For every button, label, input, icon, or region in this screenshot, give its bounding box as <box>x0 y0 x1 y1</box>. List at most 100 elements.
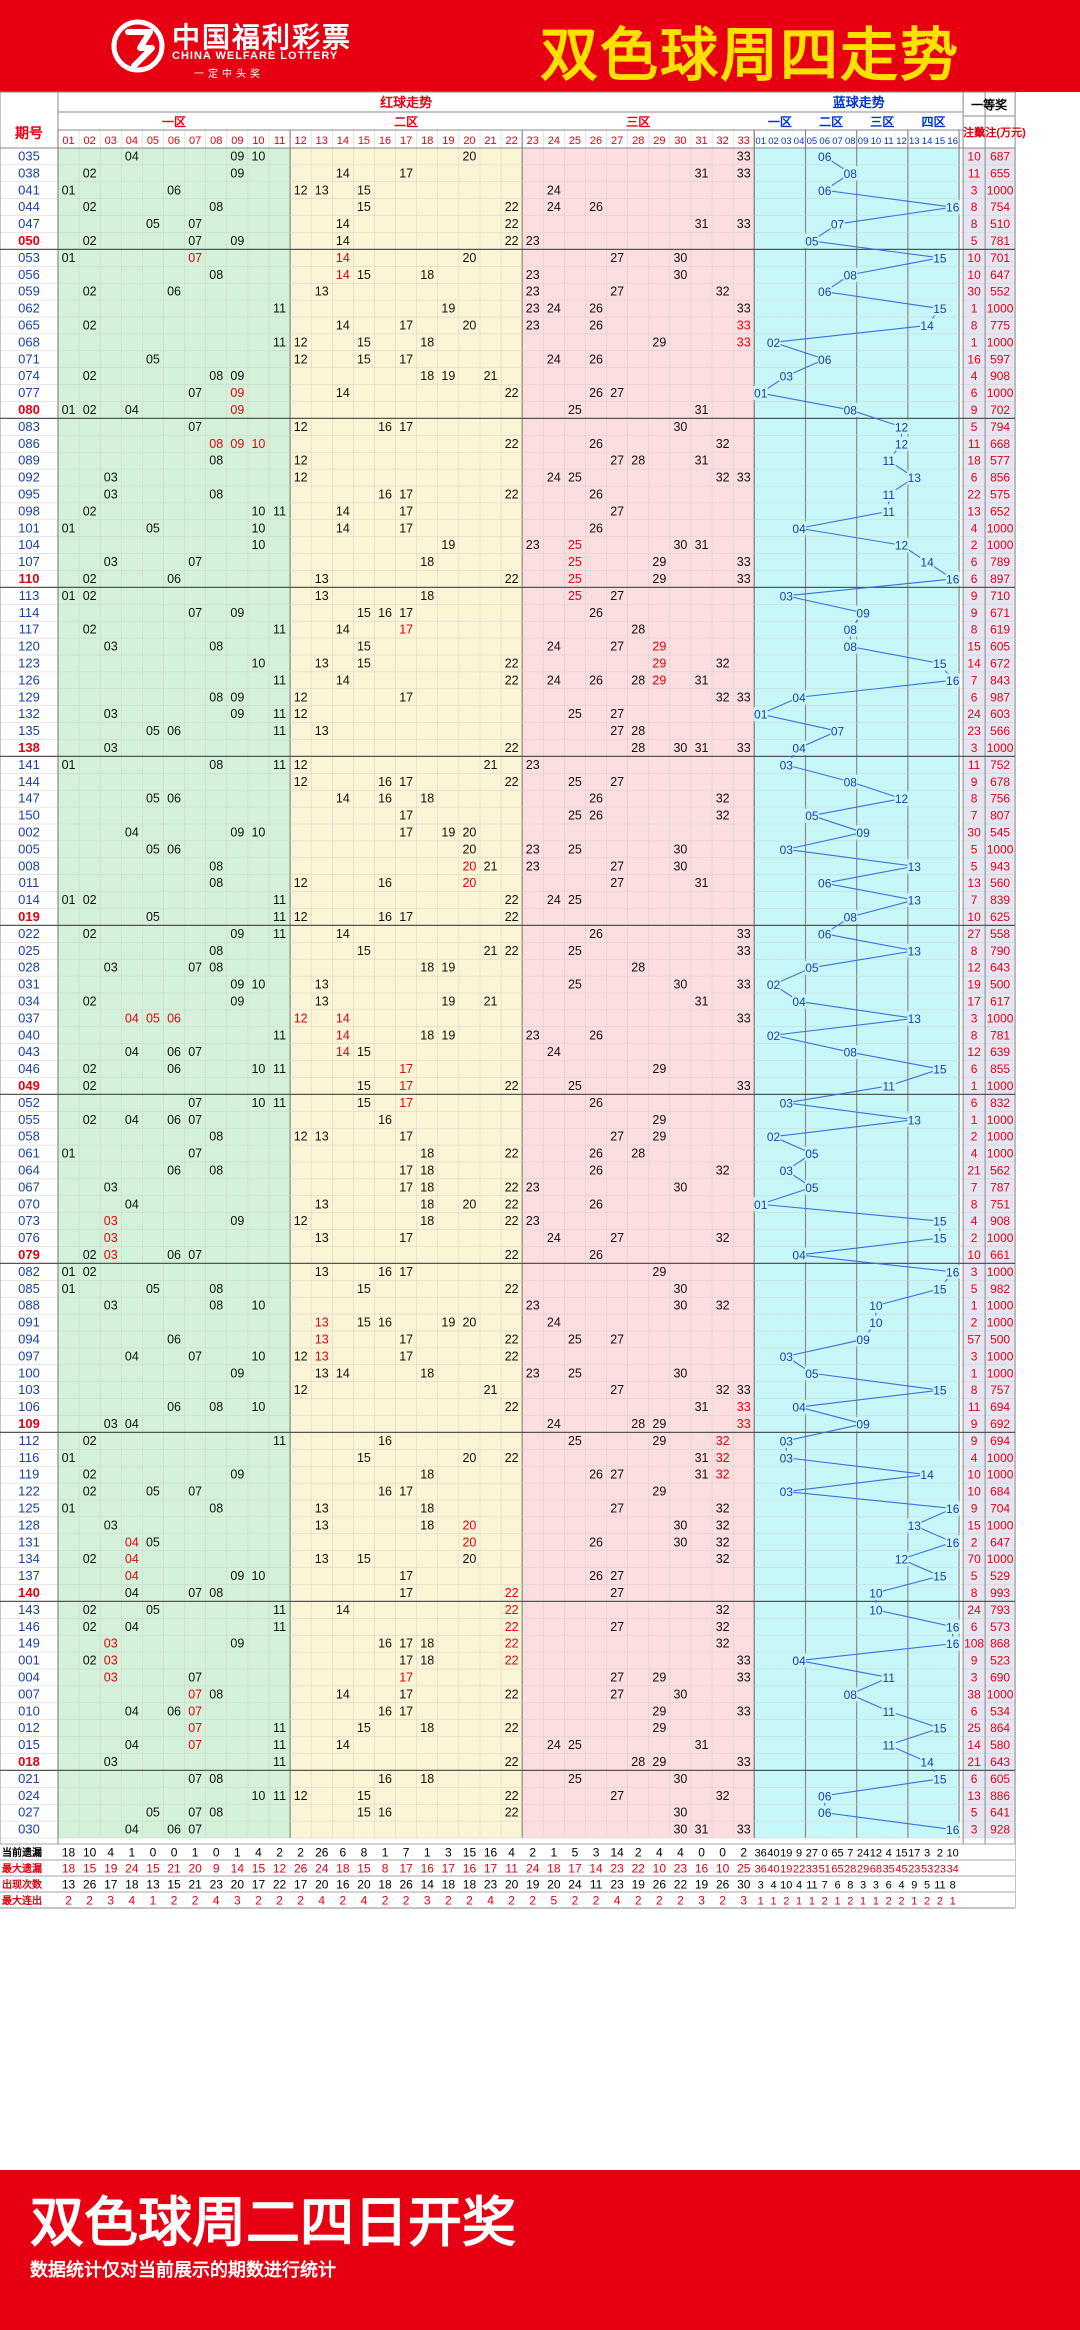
red-ball: 07 <box>188 1687 202 1701</box>
amount-value: 687 <box>990 149 1010 163</box>
amount-value: 678 <box>990 775 1010 789</box>
blue-ball: 03 <box>780 1434 794 1448</box>
stats-blue-value: 1 <box>911 1896 917 1908</box>
issue-label: 044 <box>18 199 40 214</box>
red-ball: 30 <box>673 1366 687 1380</box>
red-ball: 33 <box>737 166 751 180</box>
red-ball: 14 <box>336 268 350 282</box>
stats-red-value: 2 <box>529 1894 536 1908</box>
red-ball: 02 <box>83 994 97 1008</box>
amount-value: 603 <box>990 707 1010 721</box>
red-ball: 33 <box>737 1823 751 1837</box>
red-ball: 09 <box>230 707 244 721</box>
red-ball: 23 <box>526 842 540 856</box>
amount-value: 908 <box>990 1214 1010 1228</box>
stats-blue-value: 36 <box>755 1864 767 1876</box>
red-ball: 02 <box>83 166 97 180</box>
stats-blue-value: 1 <box>873 1896 879 1908</box>
issue-label: 050 <box>18 233 40 248</box>
red-ball: 26 <box>589 1197 603 1211</box>
red-ball: 22 <box>505 1248 519 1262</box>
red-ball: 18 <box>420 1637 434 1651</box>
red-ball: 11 <box>273 1738 286 1752</box>
blue-ball: 09 <box>856 826 870 840</box>
red-ball: 27 <box>610 1468 624 1482</box>
stats-blue-value: 53 <box>921 1864 933 1876</box>
issue-label: 097 <box>18 1348 40 1363</box>
amount-value: 647 <box>990 268 1010 282</box>
stats-blue-value: 2 <box>822 1896 828 1908</box>
blue-ball: 04 <box>792 1654 806 1668</box>
red-ball: 29 <box>652 1755 666 1769</box>
blue-ball-bg <box>766 977 781 992</box>
blue-ball: 13 <box>908 471 922 485</box>
red-ball: 25 <box>568 471 582 485</box>
blue-ball-bg <box>792 690 807 705</box>
red-ball: 16 <box>378 1485 392 1499</box>
red-ball: 03 <box>104 1180 118 1194</box>
stats-blue-value: 6 <box>834 1880 840 1892</box>
stats-red-value: 2 <box>719 1894 726 1908</box>
issue-label: 126 <box>18 672 40 687</box>
amount-value: 558 <box>990 927 1010 941</box>
bets-value: 24 <box>967 1603 981 1617</box>
blue-ball: 03 <box>780 1485 794 1499</box>
red-ball: 30 <box>673 1806 687 1820</box>
blue-ball-bg <box>945 1535 960 1550</box>
red-ball: 02 <box>83 1552 97 1566</box>
red-ball: 05 <box>146 521 160 535</box>
red-ball: 07 <box>188 1096 202 1110</box>
red-ball: 14 <box>336 251 350 265</box>
red-ball: 09 <box>230 606 244 620</box>
red-ball: 18 <box>420 1654 434 1668</box>
red-ball: 04 <box>125 1738 139 1752</box>
blue-ball-bg <box>907 1518 922 1533</box>
issue-label: 062 <box>18 301 40 316</box>
issue-label: 141 <box>18 757 40 772</box>
stats-red-value: 10 <box>716 1862 730 1876</box>
issue-label: 123 <box>18 655 40 670</box>
red-ball: 09 <box>230 403 244 417</box>
red-ball: 02 <box>83 589 97 603</box>
blue-col-label: 14 <box>922 136 933 147</box>
blue-ball: 12 <box>895 792 909 806</box>
stats-red-value: 6 <box>340 1846 347 1860</box>
blue-ball: 13 <box>908 944 922 958</box>
stats-red-value: 4 <box>614 1894 621 1908</box>
bets-value: 9 <box>971 775 978 789</box>
red-ball: 26 <box>589 927 603 941</box>
bets-value: 4 <box>971 1147 978 1161</box>
amount-value: 987 <box>990 690 1010 704</box>
red-ball: 06 <box>167 1045 181 1059</box>
amount-value: 1000 <box>987 1451 1014 1465</box>
blue-ball: 13 <box>908 1113 922 1127</box>
red-ball: 15 <box>357 335 371 349</box>
stats-blue-value: 2 <box>898 1896 904 1908</box>
red-ball: 03 <box>104 1299 118 1313</box>
red-ball: 26 <box>589 200 603 214</box>
stats-red-value: 20 <box>505 1878 519 1892</box>
red-ball: 08 <box>209 487 223 501</box>
blue-ball: 12 <box>895 1553 909 1567</box>
bets-value: 10 <box>967 910 981 924</box>
issue-label: 137 <box>18 1568 40 1583</box>
stats-red-value: 13 <box>146 1878 160 1892</box>
red-ball: 31 <box>695 454 709 468</box>
red-ball: 19 <box>441 538 455 552</box>
blue-ball-bg <box>779 1433 794 1448</box>
red-ball: 01 <box>62 758 76 772</box>
stats-red-value: 17 <box>442 1862 456 1876</box>
bets-value: 2 <box>971 538 978 552</box>
red-ball: 07 <box>188 1147 202 1161</box>
stats-red-value: 9 <box>213 1862 220 1876</box>
blue-ball: 10 <box>869 1603 883 1617</box>
red-ball: 13 <box>315 1366 329 1380</box>
red-ball: 31 <box>695 1468 709 1482</box>
red-ball: 15 <box>357 183 371 197</box>
amount-value: 562 <box>990 1163 1010 1177</box>
blue-ball-bg <box>843 639 858 654</box>
red-ball: 17 <box>399 623 413 637</box>
stats-red-value: 2 <box>656 1894 663 1908</box>
bets-value: 70 <box>967 1552 981 1566</box>
stats-red-value: 2 <box>340 1894 347 1908</box>
